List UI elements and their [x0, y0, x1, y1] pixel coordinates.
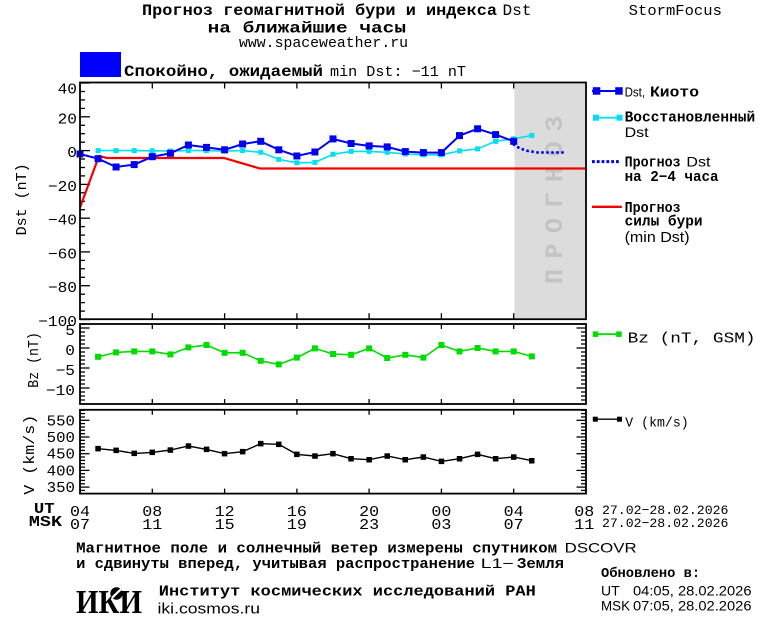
svg-text:Dst (nT): Dst (nT) — [14, 163, 31, 235]
svg-text:О: О — [541, 141, 570, 156]
svg-text:Киото: Киото — [650, 85, 699, 101]
svg-text:500: 500 — [47, 430, 75, 447]
svg-text:04: 04 — [504, 504, 524, 521]
svg-text:11: 11 — [142, 517, 162, 534]
svg-text:на 2−4 часа: на 2−4 часа — [625, 170, 719, 186]
svg-text:Dst: Dst — [686, 153, 710, 169]
svg-text:Bz (nT): Bz (nT) — [26, 332, 43, 388]
svg-text:Н: Н — [541, 167, 570, 182]
svg-text:23: 23 — [359, 517, 379, 534]
svg-text:−20: −20 — [48, 179, 77, 196]
svg-text:27.02−28.02.2026: 27.02−28.02.2026 — [602, 516, 728, 531]
svg-text:04:05, 28.02.2026: 04:05, 28.02.2026 — [633, 582, 752, 598]
svg-text:40: 40 — [58, 82, 77, 99]
svg-text:20: 20 — [359, 504, 379, 521]
svg-text:07:05, 28.02.2026: 07:05, 28.02.2026 — [633, 597, 752, 613]
svg-text:Dst,: Dst, — [625, 84, 646, 99]
svg-text:−100: −100 — [38, 314, 77, 331]
svg-text:UT: UT — [601, 582, 620, 598]
svg-text:MSK: MSK — [29, 514, 62, 531]
svg-text:Обновлено в:: Обновлено в: — [601, 566, 700, 582]
svg-text:−80: −80 — [48, 280, 77, 297]
svg-text:550: 550 — [47, 413, 75, 430]
svg-text:силы бури: силы бури — [625, 215, 703, 231]
svg-text:З: З — [541, 116, 570, 131]
svg-text:Прогноз: Прогноз — [625, 155, 681, 171]
svg-text:Р: Р — [541, 243, 570, 258]
svg-text:О: О — [541, 218, 570, 233]
svg-text:Г: Г — [541, 192, 570, 207]
svg-text:350: 350 — [47, 480, 75, 497]
svg-text:−40: −40 — [48, 213, 77, 230]
svg-text:00: 00 — [431, 504, 451, 521]
svg-text:16: 16 — [287, 504, 307, 521]
svg-text:07: 07 — [504, 517, 524, 534]
svg-text:0: 0 — [65, 343, 75, 360]
svg-text:V (km/s): V (km/s) — [22, 415, 39, 495]
svg-text:20: 20 — [58, 111, 77, 128]
svg-text:400: 400 — [47, 463, 75, 480]
svg-text:Dst: Dst — [625, 124, 649, 140]
svg-text:min Dst: −11 nT: min Dst: −11 nT — [330, 64, 466, 81]
svg-text:www.spaceweather.ru: www.spaceweather.ru — [239, 35, 408, 52]
svg-text:03: 03 — [431, 517, 451, 534]
svg-text:iki.cosmos.ru: iki.cosmos.ru — [158, 601, 261, 618]
svg-text:Магнитное поле и солнечный вет: Магнитное поле и солнечный ветер измерен… — [76, 540, 557, 557]
svg-text:08: 08 — [142, 504, 162, 521]
svg-text:12: 12 — [215, 504, 235, 521]
svg-text:15: 15 — [215, 517, 235, 534]
svg-text:Прогноз: Прогноз — [625, 201, 681, 217]
svg-text:UT: UT — [34, 501, 55, 518]
svg-text:08: 08 — [574, 504, 594, 521]
svg-text:DSCOVR: DSCOVR — [565, 539, 637, 555]
svg-text:L1−: L1− — [481, 555, 514, 571]
svg-text:04: 04 — [70, 504, 90, 521]
svg-text:V (km/s): V (km/s) — [625, 417, 688, 432]
svg-text:и сдвинуты вперед, учитывая ра: и сдвинуты вперед, учитывая распростране… — [76, 556, 475, 573]
svg-text:5: 5 — [65, 323, 75, 340]
svg-text:Восстановленный: Восстановленный — [625, 111, 756, 127]
svg-text:07: 07 — [70, 517, 90, 534]
svg-text:П: П — [541, 269, 570, 284]
svg-text:Спокойно, ожидаемый: Спокойно, ожидаемый — [124, 63, 323, 81]
svg-text:Bz (nT, GSM): Bz (nT, GSM) — [628, 330, 756, 347]
svg-text:Земля: Земля — [517, 556, 564, 573]
svg-text:на ближайшие часы: на ближайшие часы — [208, 20, 406, 38]
svg-text:Прогноз геомагнитной бури и ин: Прогноз геомагнитной бури и индекса — [142, 2, 497, 20]
svg-text:11: 11 — [574, 517, 594, 534]
svg-text:27.02−28.02.2026: 27.02−28.02.2026 — [602, 503, 728, 518]
svg-text:Dst: Dst — [503, 2, 532, 20]
svg-text:0: 0 — [67, 145, 77, 162]
svg-text:(min Dst): (min Dst) — [625, 229, 690, 246]
svg-text:19: 19 — [287, 517, 307, 534]
svg-text:−60: −60 — [48, 246, 77, 263]
svg-text:Институт космических исследова: Институт космических исследований РАН — [159, 584, 536, 601]
svg-text:450: 450 — [47, 447, 75, 464]
svg-text:StormFocus: StormFocus — [629, 3, 722, 20]
svg-text:MSK: MSK — [601, 597, 631, 613]
svg-text:−5: −5 — [56, 363, 75, 380]
svg-text:−10: −10 — [46, 383, 75, 400]
svg-text:ИКИ: ИКИ — [76, 584, 142, 620]
